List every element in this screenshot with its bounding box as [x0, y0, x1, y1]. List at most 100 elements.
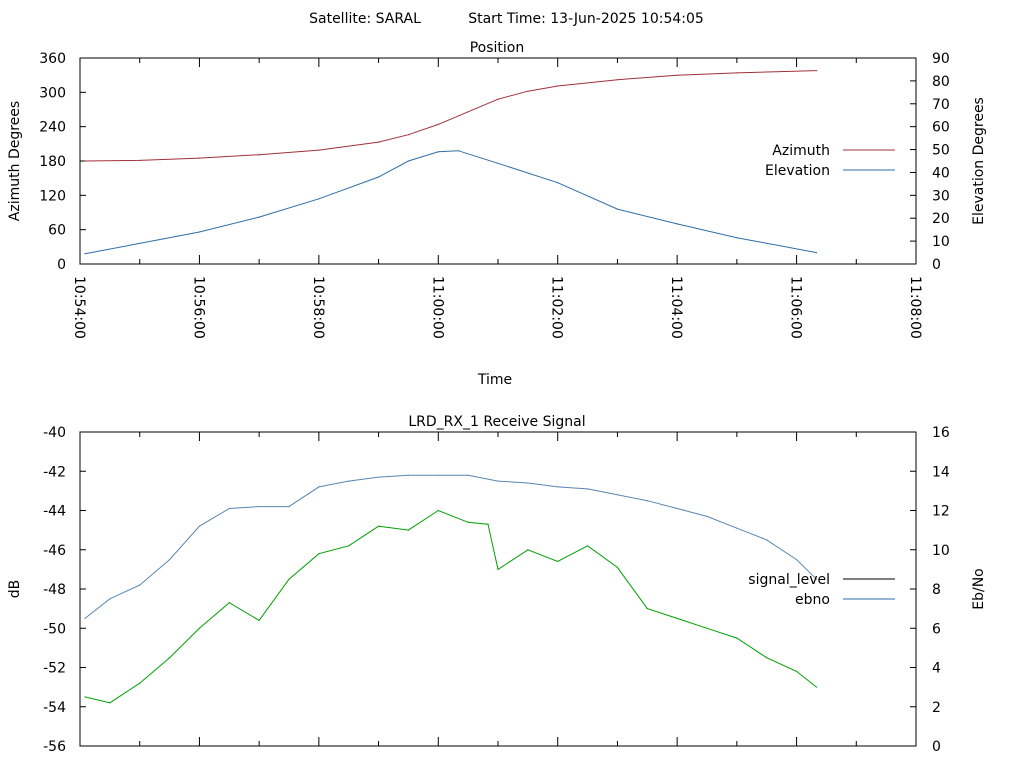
position-y2-axis-label: Elevation Degrees	[971, 97, 987, 225]
receive-series-3-point	[557, 486, 559, 488]
receive-series-3-point	[318, 486, 320, 488]
receive-y-tick-label: -48	[43, 582, 66, 598]
position-series-0-point	[557, 85, 559, 87]
receive-series-2-point	[815, 686, 818, 688]
receive-y2-tick-label: 8	[932, 582, 941, 598]
satellite-label: Satellite: SARAL	[309, 11, 421, 27]
legend-azimuth-label: Azimuth	[772, 143, 830, 159]
position-x-tick-label: 11:00:00	[429, 276, 445, 339]
receive-series-2-point	[487, 523, 489, 525]
position-series-1-point	[437, 151, 439, 153]
receive-series-3-point	[139, 584, 141, 586]
receive-y2-tick-label: 10	[932, 543, 950, 559]
position-y2-tick-label: 60	[932, 120, 950, 136]
legend-ebno-label: ebno	[795, 592, 830, 608]
receive-series-2-point	[736, 637, 738, 639]
receive-series-3-point	[407, 474, 409, 476]
position-legend: Azimuth Elevation	[765, 143, 895, 179]
receive-series-2-point	[587, 545, 589, 547]
receive-y2-tick-label: 12	[932, 504, 950, 520]
receive-series-2-point	[228, 602, 230, 604]
receive-series-2-point	[109, 702, 111, 704]
receive-series-2-point	[616, 566, 619, 569]
position-x-tick-label: 10:54:00	[71, 276, 87, 339]
position-series-1-point	[139, 242, 141, 244]
receive-series-2	[84, 509, 817, 704]
receive-y2-tick-label: 0	[932, 739, 941, 755]
position-y2-tick-label: 90	[932, 51, 950, 67]
receive-y-tick-label: -44	[43, 504, 66, 520]
receive-series-2-point	[527, 549, 529, 551]
position-series-0-point	[676, 74, 678, 76]
legend-elevation-label: Elevation	[765, 163, 830, 179]
position-series-0-point	[736, 72, 738, 74]
position-x-tick-label: 10:56:00	[190, 276, 206, 339]
receive-y-tick-label: -54	[43, 700, 66, 716]
position-y2-tick-label: 10	[932, 234, 950, 250]
position-y2-tick-label: 50	[932, 143, 950, 159]
position-series-0-point	[437, 123, 439, 125]
receive-series-3-point	[198, 525, 200, 527]
receive-series-3-point	[467, 474, 469, 476]
position-series-1-point	[84, 253, 86, 255]
receive-series-3-point	[676, 507, 678, 510]
position-y-tick-label: 0	[57, 257, 66, 273]
position-y2-tick-label: 70	[932, 97, 950, 113]
receive-series-2-point	[646, 608, 648, 610]
receive-chart-title: LRD_RX_1 Receive Signal	[408, 414, 585, 430]
receive-series-3-point	[616, 494, 619, 496]
start-time-label: Start Time: 13-Jun-2025 10:54:05	[468, 11, 704, 27]
receive-signal-chart: LRD_RX_1 Receive Signal -40 -42 -44 -46 -48 -…	[7, 414, 987, 755]
receive-series-3-point	[497, 480, 499, 482]
receive-series-3-point	[527, 482, 529, 484]
position-series-1-point	[497, 162, 499, 164]
position-y2-tick-label: 30	[932, 188, 950, 204]
position-y-tick-label: 120	[39, 188, 66, 204]
position-series-0-point	[318, 149, 320, 151]
position-y2-tick-label: 20	[932, 211, 950, 227]
receive-legend: signal_level ebno	[748, 572, 895, 608]
position-y2-tick-label: 80	[932, 74, 950, 90]
receive-y-tick-label: -40	[43, 425, 66, 441]
position-series-1-point	[258, 216, 260, 218]
position-series-0-point	[497, 98, 499, 100]
receive-series-3-point	[587, 488, 589, 490]
receive-series-3-point	[169, 559, 171, 561]
position-y-tick-label: 60	[48, 223, 66, 239]
receive-plot-area	[79, 431, 917, 747]
position-x-axis-label: Time	[477, 372, 512, 388]
receive-series-3-point	[348, 480, 350, 482]
receive-y-tick-label: -50	[43, 621, 66, 637]
receive-series-3-point	[109, 598, 111, 600]
position-series-1-point	[198, 231, 200, 233]
receive-series-2-point	[84, 696, 86, 698]
receive-y2-tick-label: 4	[932, 661, 941, 677]
legend-signal-level-label: signal_level	[748, 572, 830, 588]
position-y2-tick-label: 0	[932, 257, 941, 273]
receive-series-2-point	[378, 525, 380, 527]
position-series-0-point	[815, 70, 818, 72]
receive-series-3-point	[796, 559, 798, 561]
receive-series-2-point	[139, 682, 141, 684]
position-x-tick-label: 11:08:00	[907, 276, 923, 339]
receive-series-2-point	[796, 670, 798, 673]
receive-series-3	[84, 474, 817, 619]
receive-series-2-point	[706, 627, 708, 629]
receive-series-2-point	[467, 521, 469, 523]
receive-series-3-point	[815, 578, 818, 580]
position-y-axis-label: Azimuth Degrees	[7, 101, 23, 221]
receive-y-axis-label: dB	[7, 580, 23, 599]
receive-series-3-point	[288, 506, 290, 508]
receive-series-2-point	[169, 657, 171, 659]
receive-y2-axis-label: Eb/No	[971, 568, 987, 610]
position-series-0-point	[616, 79, 619, 81]
position-series-0-point	[527, 90, 529, 92]
position-series-0	[84, 70, 817, 162]
position-x-tick-label: 10:58:00	[310, 276, 326, 339]
position-chart: Position 0 60 120 180 240 300 360 0 10 20 30 40 50 60…	[7, 40, 987, 388]
position-plot-area	[79, 57, 917, 265]
receive-series-2-point	[557, 560, 559, 563]
position-x-tick-label: 11:06:00	[788, 276, 804, 339]
receive-series-2-point	[766, 657, 768, 659]
